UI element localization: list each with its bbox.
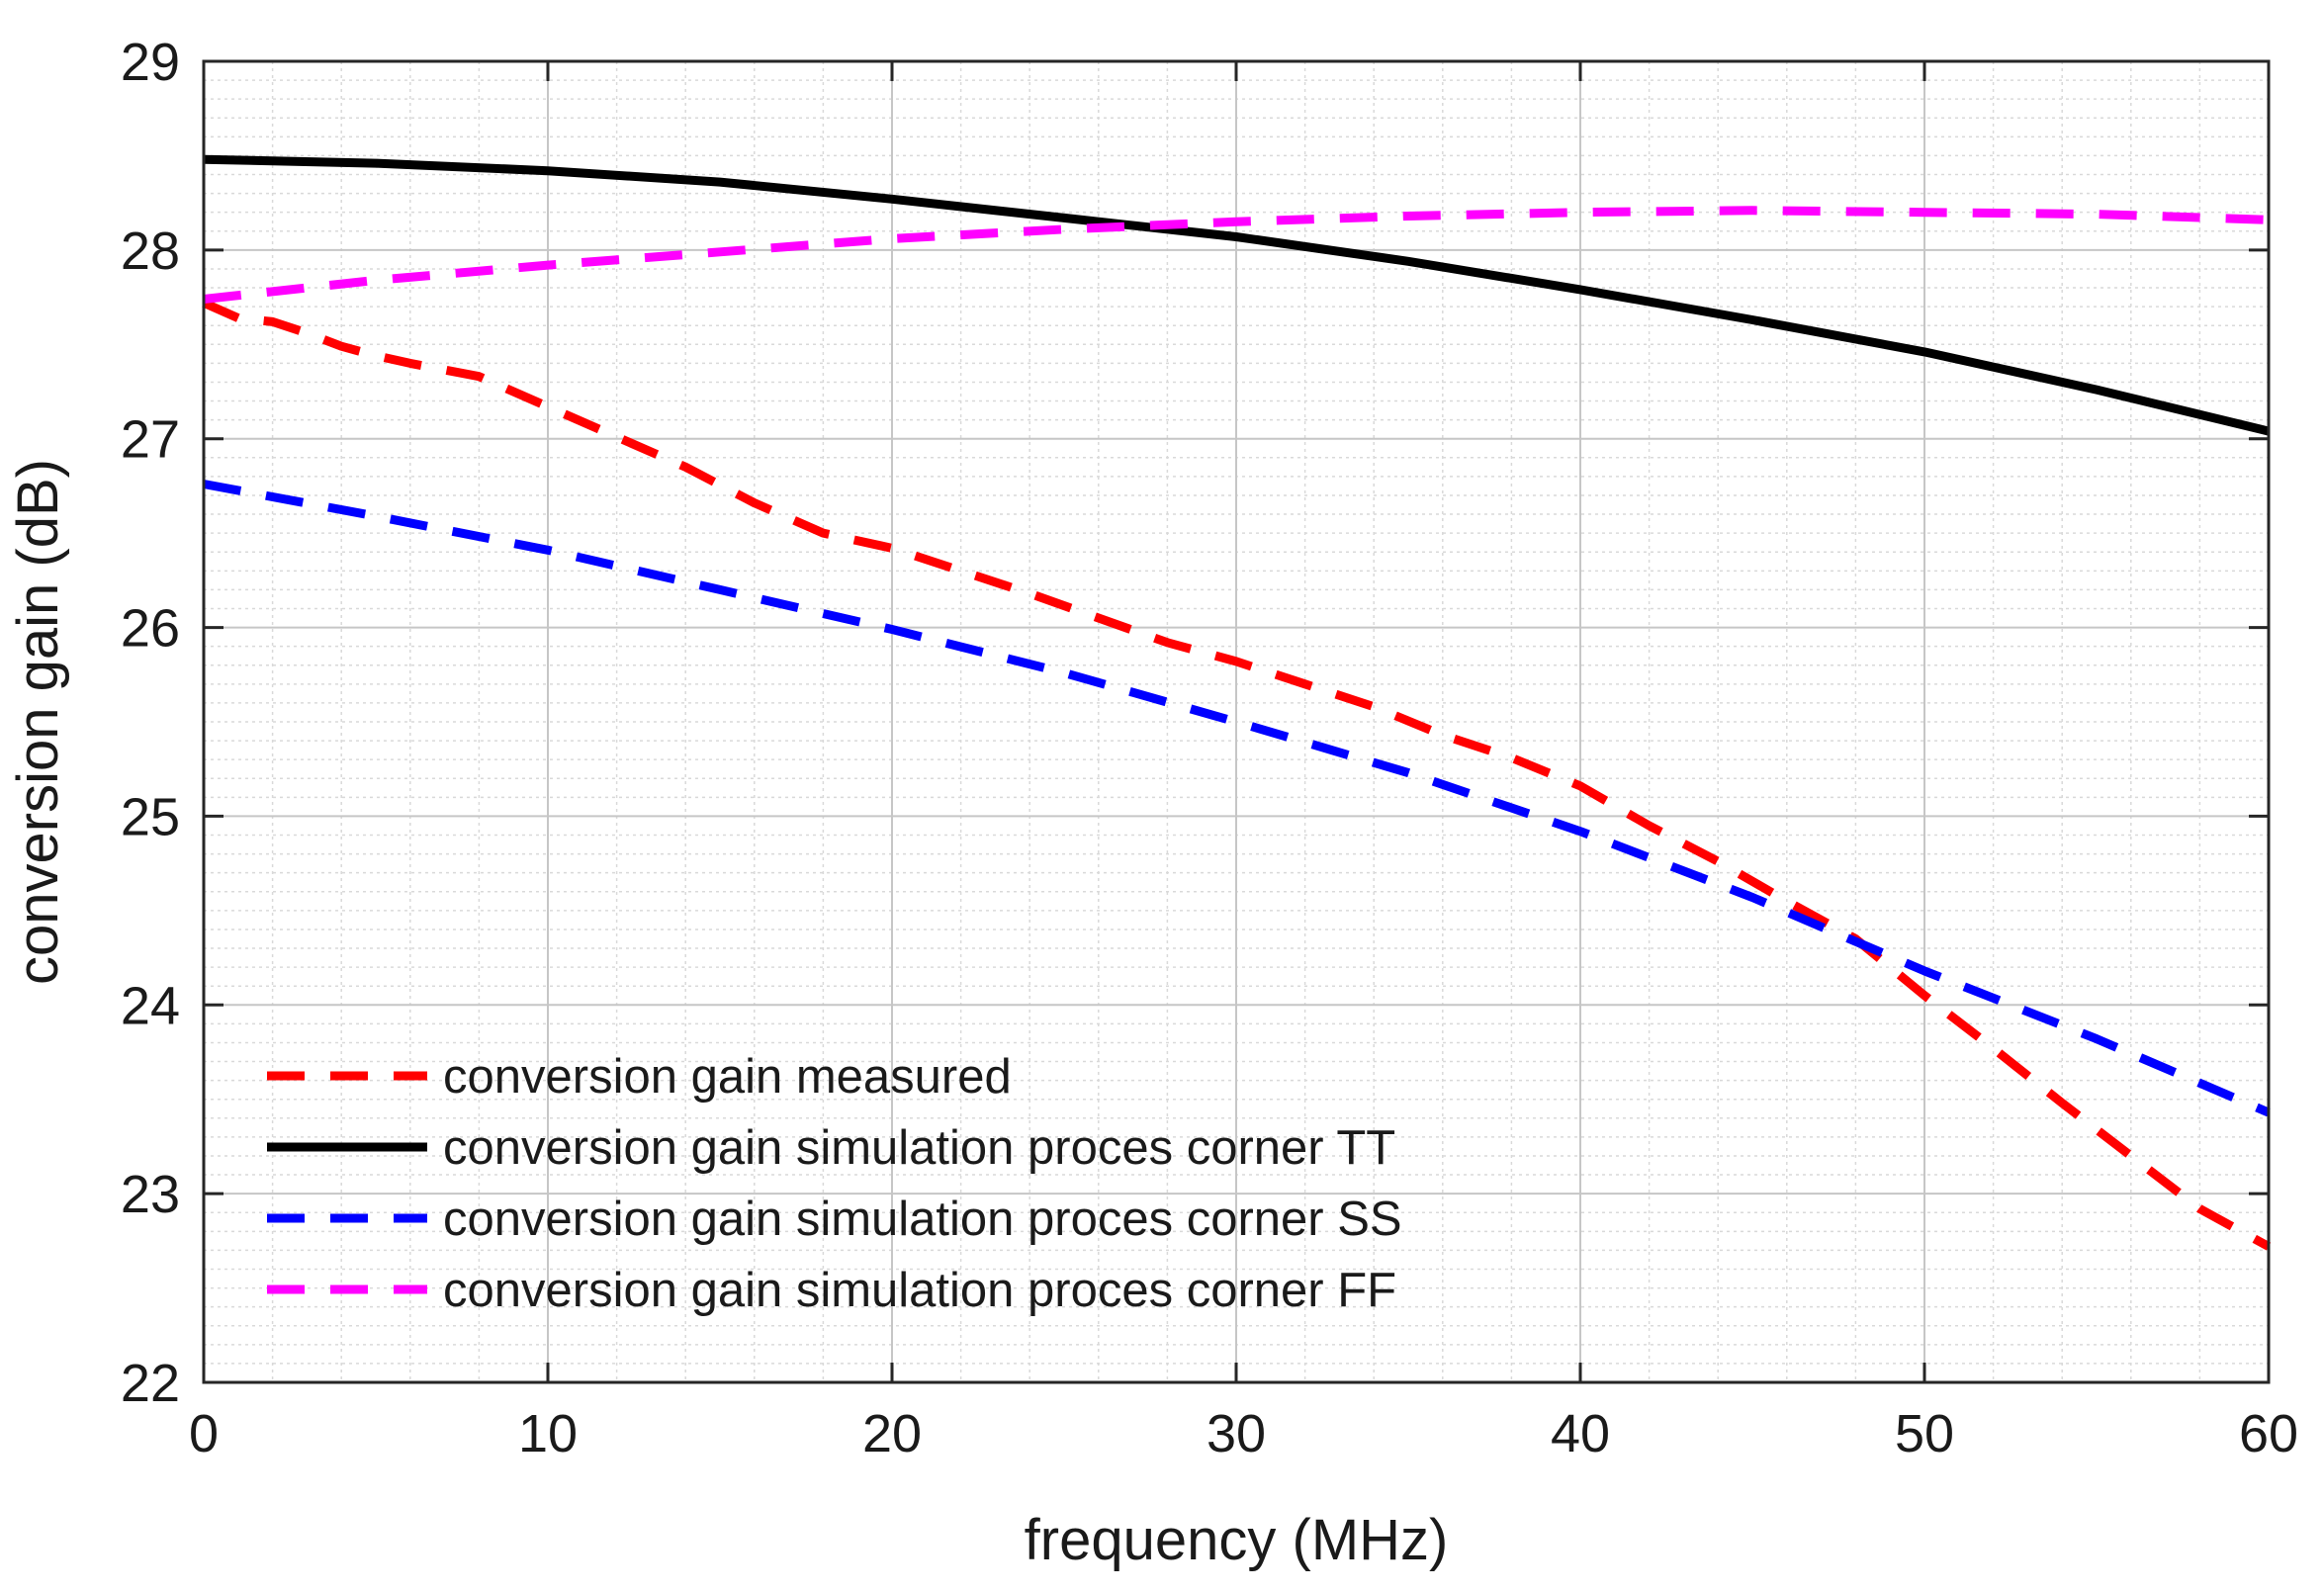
y-tick-label: 24	[121, 976, 180, 1035]
y-tick-label: 25	[121, 787, 180, 846]
series-line-0	[202, 299, 2272, 1251]
y-tick-labels: 22 23 24 25 26 27 28 29	[121, 33, 180, 1413]
series-line-1	[203, 154, 2271, 436]
legend-label-3: conversion gain simulation proces corner…	[443, 1264, 1396, 1317]
y-axis-title: conversion gain (dB)	[6, 459, 70, 985]
y-tick-label: 23	[121, 1165, 180, 1224]
x-tick-label: 0	[189, 1404, 219, 1463]
y-tick-label: 29	[121, 33, 180, 92]
x-tick-label: 30	[1207, 1404, 1266, 1463]
legend-label-2: conversion gain simulation proces corner…	[443, 1193, 1402, 1246]
tick-marks	[202, 59, 2271, 1384]
x-tick-labels: 0 10 20 30 40 50 60	[189, 1404, 2298, 1463]
x-tick-label: 10	[518, 1404, 578, 1463]
y-tick-label: 26	[121, 599, 180, 659]
series-line-3	[203, 206, 2270, 304]
series-line-2	[203, 480, 2271, 1117]
legend-label-1: conversion gain simulation proces corner…	[443, 1121, 1395, 1175]
y-tick-label: 22	[121, 1354, 180, 1413]
y-tick-label: 27	[121, 410, 180, 470]
y-tick-label: 28	[121, 221, 180, 281]
x-axis-title: frequency (MHz)	[1025, 1508, 1449, 1572]
legend: conversion gain measured conversion gain …	[267, 1050, 1402, 1317]
x-tick-label: 40	[1551, 1404, 1610, 1463]
x-tick-label: 60	[2239, 1404, 2298, 1463]
x-tick-label: 20	[862, 1404, 922, 1463]
x-tick-label: 50	[1895, 1404, 1954, 1463]
legend-label-0: conversion gain measured	[443, 1050, 1012, 1104]
data-series	[202, 154, 2272, 1251]
